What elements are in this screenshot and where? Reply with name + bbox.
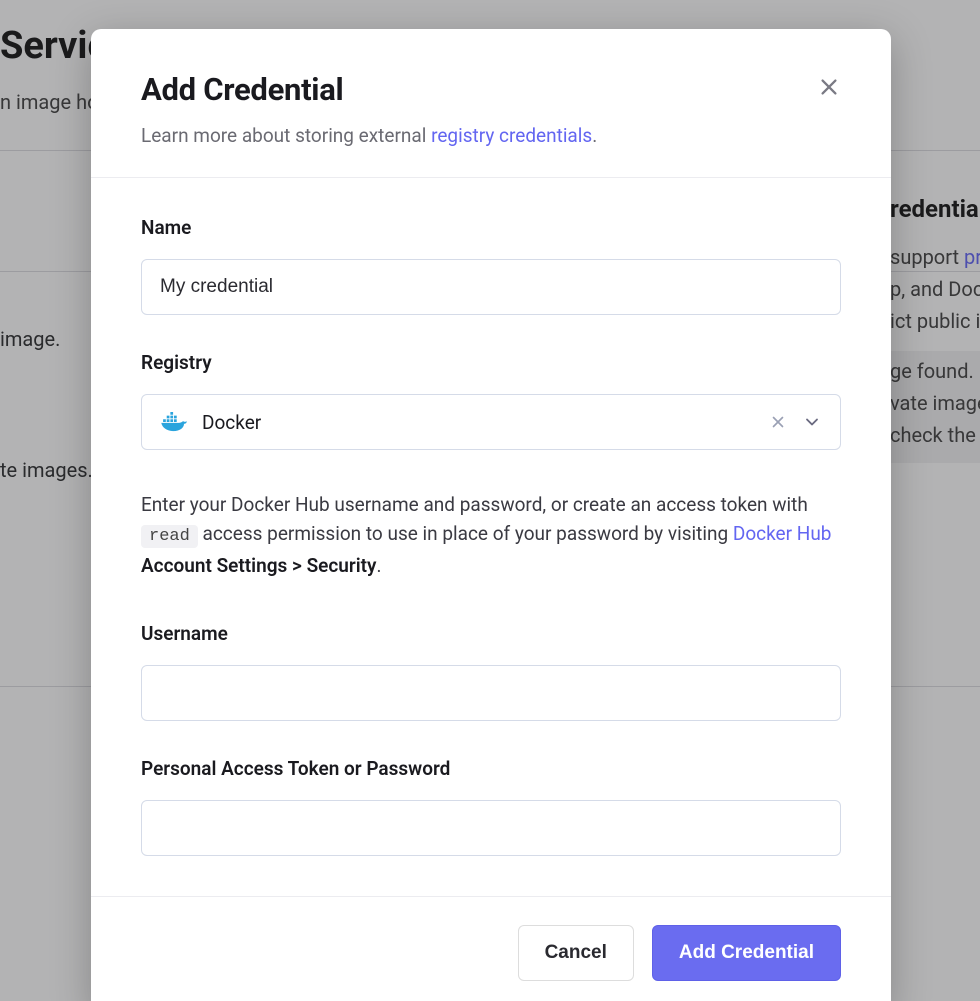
name-label: Name [141, 216, 841, 239]
docker-hub-link[interactable]: Docker Hub [733, 522, 832, 545]
modal-header: Add Credential Learn more about storing … [91, 29, 891, 178]
registry-help-text: Enter your Docker Hub username and passw… [141, 490, 841, 580]
add-credential-button[interactable]: Add Credential [652, 925, 841, 981]
name-input[interactable] [141, 259, 841, 315]
subtitle-prefix: Learn more about storing external [141, 124, 431, 147]
help-part2: access permission to use in place of you… [198, 522, 733, 545]
close-icon [769, 413, 787, 431]
chevron-down-icon [798, 408, 826, 436]
help-part1: Enter your Docker Hub username and passw… [141, 493, 808, 516]
registry-field: Registry [141, 351, 841, 580]
registry-value: Docker [202, 411, 764, 434]
modal-subtitle: Learn more about storing external regist… [141, 124, 841, 147]
password-input[interactable] [141, 800, 841, 856]
close-icon [818, 76, 840, 98]
add-credential-modal: Add Credential Learn more about storing … [91, 29, 891, 1001]
name-field: Name [141, 216, 841, 315]
help-code: read [141, 525, 198, 548]
username-label: Username [141, 622, 841, 645]
help-bold: Account Settings > Security [141, 554, 377, 577]
clear-selection-button[interactable] [764, 408, 792, 436]
username-field: Username [141, 622, 841, 721]
close-button[interactable] [813, 71, 845, 103]
cancel-button[interactable]: Cancel [518, 925, 634, 981]
username-input[interactable] [141, 665, 841, 721]
docker-icon [160, 412, 188, 432]
password-field: Personal Access Token or Password [141, 757, 841, 856]
modal-title: Add Credential [141, 71, 841, 108]
registry-label: Registry [141, 351, 841, 374]
modal-footer: Cancel Add Credential [91, 896, 891, 1001]
help-suffix: . [377, 554, 382, 577]
password-label: Personal Access Token or Password [141, 757, 841, 780]
subtitle-suffix: . [592, 124, 597, 147]
registry-credentials-link[interactable]: registry credentials [431, 124, 592, 147]
registry-select[interactable]: Docker [141, 394, 841, 450]
modal-body: Name Registry [91, 178, 891, 896]
